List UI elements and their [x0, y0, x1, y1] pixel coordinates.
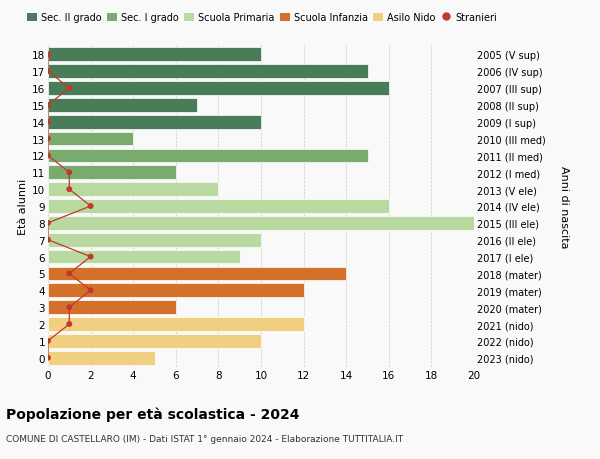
Y-axis label: Anni di nascita: Anni di nascita: [559, 165, 569, 248]
Bar: [48, 82, 389, 95]
Point: [86, 203, 95, 210]
Bar: [48, 250, 240, 264]
Bar: [48, 166, 176, 180]
Point: [65, 169, 74, 177]
Bar: [48, 183, 218, 196]
Text: Popolazione per età scolastica - 2024: Popolazione per età scolastica - 2024: [6, 406, 299, 421]
Point: [43, 220, 53, 227]
Bar: [48, 334, 261, 348]
Bar: [48, 149, 367, 163]
Y-axis label: Età alunni: Età alunni: [18, 179, 28, 235]
Point: [43, 236, 53, 244]
Point: [43, 51, 53, 59]
Bar: [48, 116, 261, 129]
Bar: [48, 200, 389, 213]
Bar: [48, 132, 133, 146]
Point: [86, 287, 95, 294]
Point: [65, 85, 74, 92]
Bar: [48, 267, 346, 281]
Point: [43, 68, 53, 76]
Point: [65, 270, 74, 278]
Bar: [48, 48, 261, 62]
Point: [86, 253, 95, 261]
Point: [43, 135, 53, 143]
Point: [65, 304, 74, 311]
Bar: [48, 99, 197, 112]
Bar: [48, 284, 304, 297]
Point: [65, 186, 74, 193]
Point: [43, 354, 53, 362]
Point: [43, 152, 53, 160]
Point: [65, 321, 74, 328]
Point: [43, 102, 53, 109]
Bar: [48, 301, 176, 314]
Legend: Sec. II grado, Sec. I grado, Scuola Primaria, Scuola Infanzia, Asilo Nido, Stran: Sec. II grado, Sec. I grado, Scuola Prim…: [23, 9, 500, 27]
Bar: [48, 217, 474, 230]
Point: [43, 119, 53, 126]
Text: COMUNE DI CASTELLARO (IM) - Dati ISTAT 1° gennaio 2024 - Elaborazione TUTTITALIA: COMUNE DI CASTELLARO (IM) - Dati ISTAT 1…: [6, 434, 403, 443]
Bar: [48, 318, 304, 331]
Point: [43, 337, 53, 345]
Bar: [48, 65, 367, 79]
Bar: [48, 351, 155, 365]
Bar: [48, 233, 261, 247]
